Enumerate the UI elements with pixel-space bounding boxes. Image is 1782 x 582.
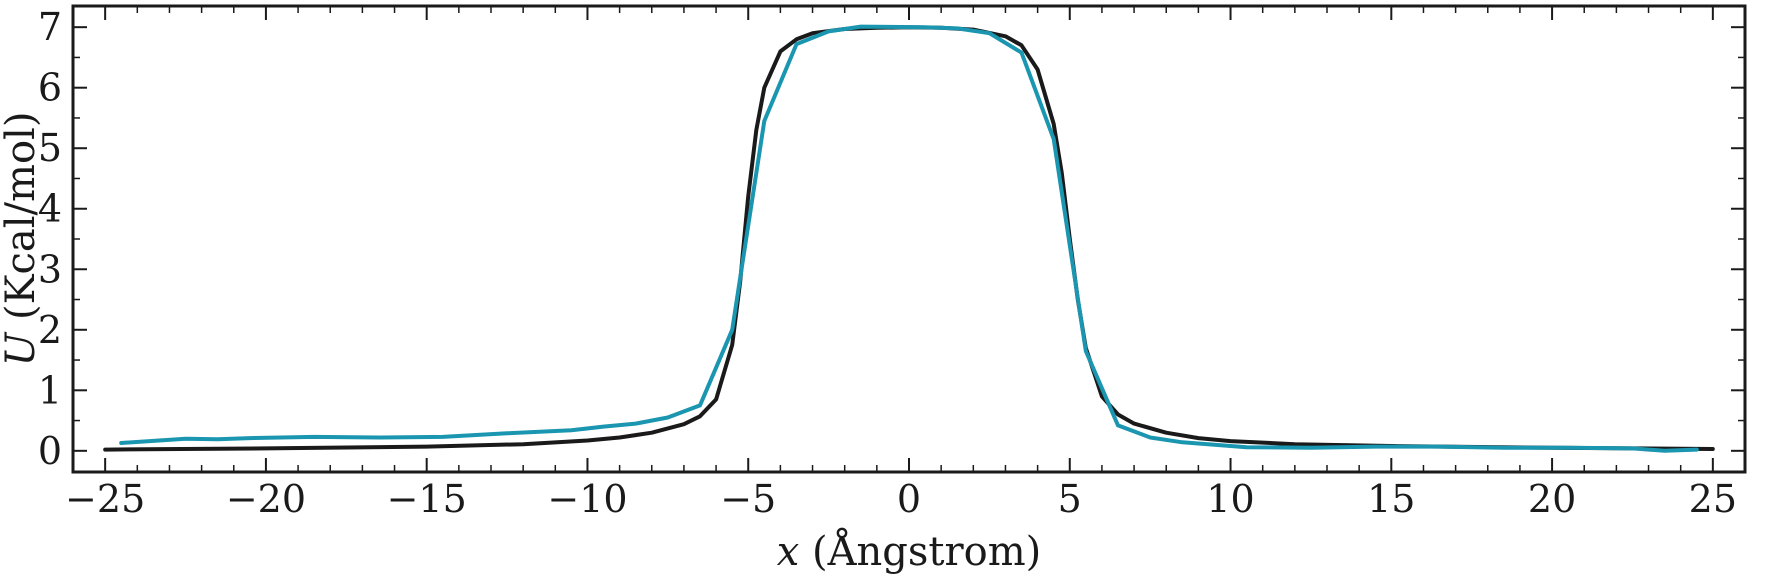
y-tick-label: 1	[38, 368, 62, 412]
x-axis-label-unit: (Ångstrom)	[812, 528, 1041, 575]
y-axis-label: U (Kcal/mol)	[0, 112, 44, 367]
series-lines	[103, 24, 1715, 453]
y-tick-label: 7	[38, 5, 62, 49]
plot-frame	[71, 4, 1747, 474]
x-tick-label: 0	[897, 477, 921, 521]
x-tick-label: −15	[387, 477, 467, 521]
x-tick-label: −10	[547, 477, 627, 521]
y-axis-label-unit: (Kcal/mol)	[0, 112, 44, 320]
x-axis-label-var: x	[777, 529, 800, 575]
x-tick-label: 20	[1528, 477, 1576, 521]
y-tick-label: 6	[38, 66, 62, 110]
y-tick-label: 4	[38, 187, 62, 231]
x-tick-label: 15	[1367, 477, 1415, 521]
x-tick-label: 10	[1206, 477, 1254, 521]
x-tick-label: −5	[720, 477, 776, 521]
y-tick-label: 5	[38, 126, 62, 170]
y-axis-label-var: U	[0, 331, 44, 366]
y-tick-label: 3	[38, 247, 62, 291]
y-tick-label: 0	[38, 429, 62, 473]
series-line-1	[103, 25, 1715, 452]
y-tick-label: 2	[38, 308, 62, 352]
x-axis-label: x (Ångstrom)	[777, 528, 1041, 575]
series-line-2	[119, 24, 1699, 453]
axis-tick-labels: −25 −20 −15 −10 −5 0 5 10 15 20 25 0 1 2 3 4 5 6 7	[38, 5, 1737, 521]
axis-ticks	[72, 6, 1746, 472]
x-tick-label: 25	[1689, 477, 1737, 521]
x-tick-label: 5	[1058, 477, 1082, 521]
x-tick-label: −20	[226, 477, 306, 521]
x-tick-label: −25	[65, 477, 145, 521]
